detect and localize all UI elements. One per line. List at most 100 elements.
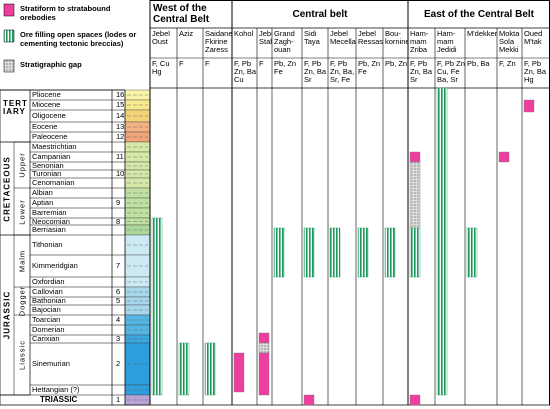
stage-name: Oxfordian (32, 278, 65, 286)
deposit-name: Jebel Stah (259, 30, 272, 46)
deposit-name: Oued M'tak (524, 30, 543, 46)
deposit-name: Aziz (179, 30, 194, 38)
stage-name: Tithonian (32, 241, 63, 249)
stratiform-range (498, 151, 510, 163)
deposit-name: Sidi Taya (304, 30, 320, 46)
stage-number: 7 (116, 262, 121, 270)
stage-name: Campanian (32, 153, 71, 161)
stage-name: Senonian (32, 162, 64, 170)
deposit-name: Bou-kornine (385, 30, 408, 46)
deposit-metals: F, Zn (499, 60, 516, 68)
era-name: TERT- IARY (3, 100, 27, 116)
lode-range (303, 227, 315, 278)
stage-name: Domerian (32, 326, 65, 334)
legend-swatch (3, 3, 15, 17)
stage-name: Aptian (32, 199, 54, 207)
stage-name: TRIASSIC (40, 396, 78, 404)
lode-range (357, 227, 369, 278)
deposit-metals: F, Pb Zn, Ba Sr (410, 60, 433, 84)
stage-name: Cenomanian (32, 179, 75, 187)
stage-number: 14 (116, 112, 125, 120)
stage-number: 2 (116, 360, 121, 368)
deposit-metals: F, Pb Zn Cu, Fe Ba, Sr (437, 60, 465, 84)
deposit-name: Ham-mam Jedidi (437, 30, 457, 54)
sub-era: Malm (17, 249, 27, 273)
lode-range (204, 342, 216, 396)
deposit-name: Kohol (234, 30, 254, 38)
gap-range (258, 342, 270, 354)
stage-name: Barremian (32, 209, 67, 217)
stage-number: 5 (116, 297, 121, 305)
region-name: West of the Central Belt (153, 3, 210, 25)
deposit-name: Saidane Fkirine Zaress (205, 30, 232, 54)
stage-name: Eocene (32, 123, 58, 131)
stage-number: 16 (116, 91, 125, 99)
deposit-metals: F, Pb Zn, Ba Sr (304, 60, 327, 84)
lode-range (466, 227, 478, 278)
deposit-metals: F (205, 60, 210, 68)
legend-swatch (3, 59, 15, 73)
deposit-metals: F (259, 60, 264, 68)
deposit-metals: F (179, 60, 184, 68)
deposit-metals: Pb, Zn (385, 60, 408, 68)
lode-range (436, 87, 448, 396)
stratiform-range (523, 99, 535, 113)
legend-label: Stratiform to stratabound orebodies (20, 5, 111, 22)
lode-range (329, 227, 341, 278)
deposit-name: Ham-mam Zriba (410, 30, 429, 54)
stratiform-range (303, 394, 315, 406)
stage-number: 6 (116, 288, 121, 296)
region-name: Central belt (292, 9, 348, 20)
lode-range (384, 227, 396, 278)
stage-name: Pliocene (32, 91, 61, 99)
gap-range (409, 161, 421, 229)
stage-name: Neocomian (32, 217, 70, 226)
stage-name: Callovian (32, 288, 63, 296)
stage-number: 9 (116, 199, 121, 207)
lode-range (151, 217, 163, 396)
stratiform-range (409, 394, 421, 406)
deposit-name: M'dekker (467, 30, 497, 38)
stage-number: 1 (116, 396, 121, 404)
stage-name: Turonian (32, 170, 62, 178)
sub-era: Liassic (17, 340, 27, 370)
stage-name: Albian (32, 189, 53, 197)
stratiform-range (258, 352, 270, 396)
deposit-metals: Pb, Zn Fe (358, 60, 381, 76)
deposit-metals: F, Pb Zn, Ba, Sr, Fe (330, 60, 355, 84)
sub-era: Upper (17, 152, 27, 178)
era-name: CRETACEOUS (2, 155, 12, 222)
lode-range (409, 227, 421, 278)
deposit-name: Grand Zagh-ouan (274, 30, 295, 54)
deposit-metals: Pb, Zn Fe (274, 60, 297, 76)
region-name: East of the Central Belt (423, 9, 535, 20)
stage-name: Toarcian (32, 316, 61, 324)
stage-name: Bathonian (32, 297, 66, 305)
stratiform-range (233, 352, 245, 393)
stage-name: Oligocene (32, 112, 66, 120)
stage-number: 12 (116, 133, 125, 141)
stage-number: 10 (116, 170, 125, 178)
stage-number: 4 (116, 316, 121, 324)
stage-name: Carixian (32, 335, 60, 343)
deposit-name: Jebel Ressas (358, 30, 383, 46)
deposit-metals: F, Pb Zn, Ba Cu (234, 60, 257, 84)
stage-name: Berriasian (32, 226, 66, 234)
deposit-name: Mokta Sola Mekki (499, 30, 520, 54)
stage-name: Kimmeridgian (32, 262, 78, 270)
stage-name: Hettangian (?) (32, 386, 80, 394)
era-name: JURASSIC (2, 290, 12, 340)
legend-label: Ore filling open spaces (lodes or cement… (20, 31, 137, 48)
stage-name: Sinemurian (32, 360, 70, 368)
sub-era: Lower (17, 198, 27, 225)
deposit-metals: F, Cu Hg (152, 60, 170, 76)
stage-name: Paleocene (32, 133, 68, 141)
stage-name: Maestrichtian (32, 143, 77, 151)
stratiform-range (409, 151, 421, 163)
legend-swatch (3, 29, 15, 43)
stage-number: 8 (116, 217, 121, 226)
stratiform-range (258, 332, 270, 344)
lode-range (178, 342, 190, 396)
lode-range (273, 227, 285, 278)
